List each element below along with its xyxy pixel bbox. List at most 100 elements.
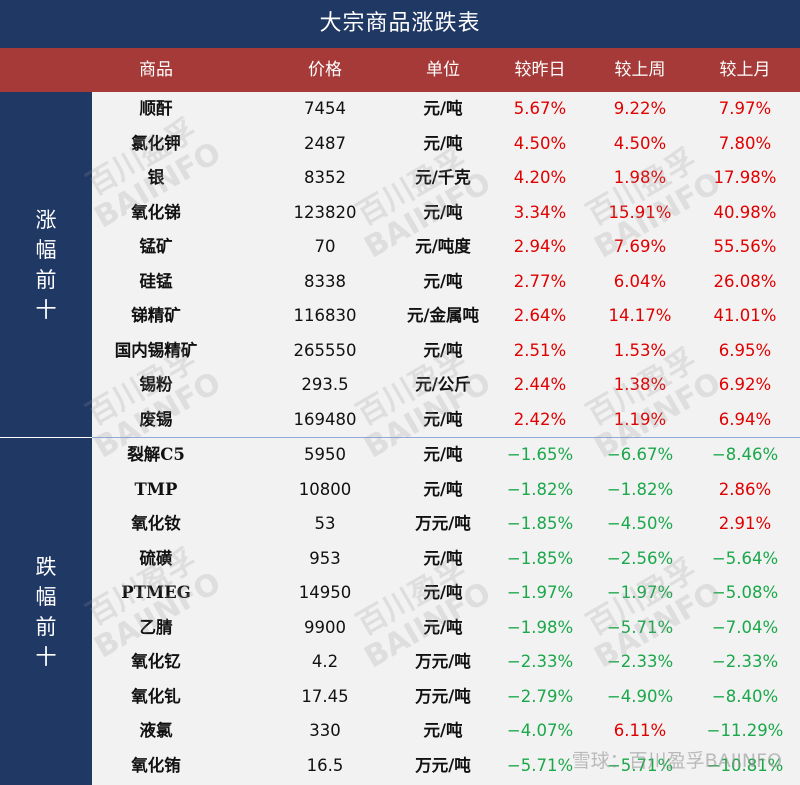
- section-divider: [92, 437, 800, 438]
- change-vs-last-week: 7.69%: [613, 237, 667, 256]
- change-vs-yesterday: 2.64%: [513, 306, 567, 325]
- table-row: 锑精矿 116830 元/金属吨 2.64% 14.17% 41.01%: [92, 299, 800, 334]
- header-unit: 单位: [426, 60, 460, 80]
- commodity-name: 氧化钆: [131, 686, 181, 706]
- table-row: 乙腈 9900 元/吨 −1.98% −5.71% −7.04%: [92, 611, 800, 646]
- change-vs-yesterday: −1.85%: [506, 514, 574, 533]
- change-vs-yesterday: 2.94%: [513, 237, 567, 256]
- table-row: TMP 10800 元/吨 −1.82% −1.82% 2.86%: [92, 473, 800, 508]
- commodity-name: 氧化锑: [131, 202, 181, 222]
- section-label-gainers: 涨幅前十: [0, 92, 92, 437]
- price-cell: 330: [309, 721, 341, 740]
- change-vs-last-month: 2.91%: [718, 514, 772, 533]
- change-vs-last-month: 7.80%: [718, 133, 772, 153]
- change-vs-last-week: 14.17%: [608, 306, 672, 325]
- change-vs-yesterday: 2.51%: [513, 340, 567, 360]
- change-vs-last-month: −2.33%: [711, 652, 779, 671]
- commodity-name: 氧化钇: [131, 652, 181, 671]
- header-vs-last-week: 较上周: [614, 60, 666, 80]
- table-row: 氧化钆 17.45 万元/吨 −2.79% −4.90% −8.40%: [92, 680, 800, 715]
- commodity-name: 氧化铕: [131, 755, 181, 775]
- unit-cell: 元/吨: [423, 721, 463, 740]
- table-row: 氧化铕 16.5 万元/吨 −5.71% −5.71% −10.81%: [92, 749, 800, 784]
- unit-cell: 元/吨度: [415, 237, 471, 256]
- table-row: 废锡 169480 元/吨 2.42% 1.19% 6.94%: [92, 403, 800, 438]
- change-vs-last-week: −2.33%: [606, 652, 674, 671]
- change-vs-yesterday: 4.20%: [513, 168, 567, 187]
- header-price: 价格: [308, 60, 342, 80]
- header-vs-yesterday: 较昨日: [514, 60, 566, 80]
- change-vs-yesterday: 5.67%: [513, 99, 567, 118]
- unit-cell: 万元/吨: [415, 686, 471, 706]
- price-cell: 10800: [298, 479, 352, 499]
- unit-cell: 元/吨: [423, 202, 463, 222]
- change-vs-last-week: 6.11%: [613, 721, 667, 740]
- change-vs-last-month: −11.29%: [706, 721, 784, 740]
- commodity-name: 锑精矿: [131, 306, 181, 325]
- table-row: 锡粉 293.5 元/公斤 2.44% 1.38% 6.92%: [92, 368, 800, 403]
- price-cell: 9900: [304, 617, 346, 637]
- change-vs-last-month: 40.98%: [713, 202, 777, 222]
- change-vs-last-week: −1.97%: [606, 583, 674, 602]
- price-cell: 2487: [304, 133, 346, 153]
- unit-cell: 元/吨: [423, 133, 463, 153]
- change-vs-yesterday: −1.98%: [506, 617, 574, 637]
- commodity-name: 锡粉: [139, 375, 173, 394]
- commodity-table: 顺酐 7454 元/吨 5.67% 9.22% 7.97% 氯化钾 2487 元/吨 4.50% 4…: [92, 92, 800, 785]
- footer-watermark: 雪球：百川盈孚BAIINFO: [571, 750, 782, 772]
- change-vs-last-month: 2.86%: [718, 479, 772, 499]
- price-cell: 5950: [304, 445, 346, 464]
- price-cell: 8352: [304, 168, 346, 187]
- change-vs-yesterday: −1.65%: [506, 445, 574, 464]
- table-row: 银 8352 元/千克 4.20% 1.98% 17.98%: [92, 161, 800, 196]
- change-vs-yesterday: −5.71%: [506, 755, 574, 775]
- price-cell: 169480: [293, 409, 357, 429]
- commodity-name: 氯化钾: [131, 133, 181, 153]
- unit-cell: 元/千克: [415, 168, 471, 187]
- table-row: 锰矿 70 元/吨度 2.94% 7.69% 55.56%: [92, 230, 800, 265]
- change-vs-last-month: 17.98%: [713, 168, 777, 187]
- section-label-losers: 跌幅前十: [0, 438, 92, 785]
- commodity-name: 乙腈: [139, 617, 173, 637]
- table-row: 氯化钾 2487 元/吨 4.50% 4.50% 7.80%: [92, 127, 800, 162]
- table-row: 裂解C5 5950 元/吨 −1.65% −6.67% −8.46%: [92, 438, 800, 473]
- commodity-name: 硫磺: [139, 548, 173, 568]
- change-vs-yesterday: −1.97%: [506, 583, 574, 602]
- table-row: 顺酐 7454 元/吨 5.67% 9.22% 7.97%: [92, 92, 800, 127]
- price-cell: 8338: [304, 271, 346, 291]
- table-row: 氧化锑 123820 元/吨 3.34% 15.91% 40.98%: [92, 196, 800, 231]
- commodity-name: 硅锰: [139, 271, 173, 291]
- change-vs-last-week: −4.90%: [606, 686, 674, 706]
- price-cell: 953: [309, 548, 341, 568]
- change-vs-last-week: −5.71%: [606, 617, 674, 637]
- change-vs-last-week: 1.98%: [613, 168, 667, 187]
- gainers-label-text: 涨幅前十: [35, 207, 57, 322]
- change-vs-last-month: −10.81%: [706, 755, 784, 775]
- change-vs-last-week: 15.91%: [608, 202, 672, 222]
- change-vs-yesterday: −1.82%: [506, 479, 574, 499]
- change-vs-last-week: −1.82%: [606, 479, 674, 499]
- change-vs-yesterday: 2.42%: [513, 409, 567, 429]
- unit-cell: 元/吨: [423, 99, 463, 118]
- table-row: 国内锡精矿 265550 元/吨 2.51% 1.53% 6.95%: [92, 334, 800, 369]
- change-vs-last-month: 6.95%: [718, 340, 772, 360]
- table-title: 大宗商品涨跌表: [0, 0, 800, 48]
- change-vs-yesterday: −2.33%: [506, 652, 574, 671]
- change-vs-yesterday: −1.85%: [506, 548, 574, 568]
- unit-cell: 万元/吨: [415, 514, 471, 533]
- header-commodity: 商品: [139, 60, 173, 80]
- commodity-name: PTMEG: [121, 583, 191, 602]
- table-row: 液氯 330 元/吨 −4.07% 6.11% −11.29%: [92, 714, 800, 749]
- change-vs-yesterday: 2.77%: [513, 271, 567, 291]
- unit-cell: 元/吨: [423, 479, 463, 499]
- price-cell: 293.5: [301, 375, 349, 394]
- change-vs-last-month: −5.08%: [711, 583, 779, 602]
- price-cell: 14950: [298, 583, 352, 602]
- table-row: 氧化钇 4.2 万元/吨 −2.33% −2.33% −2.33%: [92, 645, 800, 680]
- change-vs-last-month: −5.64%: [711, 548, 779, 568]
- change-vs-yesterday: −2.79%: [506, 686, 574, 706]
- commodity-name: 国内锡精矿: [114, 340, 198, 360]
- unit-cell: 万元/吨: [415, 755, 471, 775]
- change-vs-last-month: −7.04%: [711, 617, 779, 637]
- price-cell: 4.2: [311, 652, 339, 671]
